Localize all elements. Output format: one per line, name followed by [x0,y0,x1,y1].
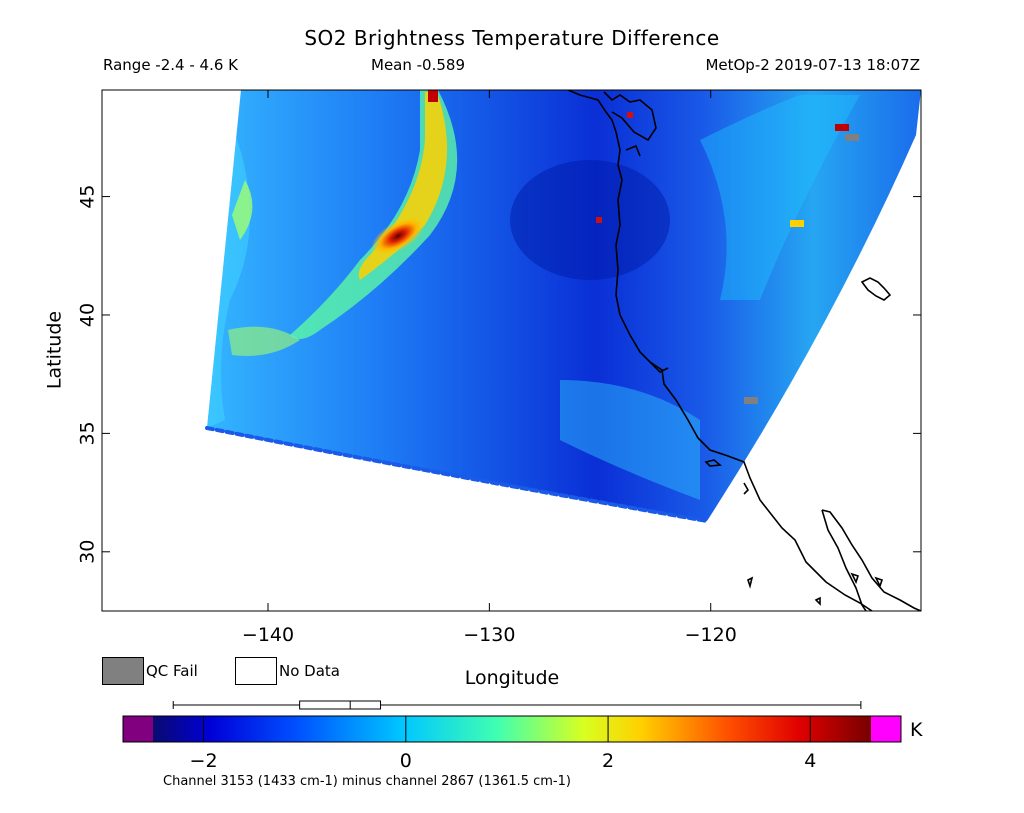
x-axis-label: Longitude [465,667,560,689]
colorbar-under-swatch [123,716,153,742]
y-tick-label: 45 [77,184,99,208]
colorbar-ticks: −2 0 2 4 [190,716,816,772]
colorbar-scale [153,716,871,742]
colorbar-caption: Channel 3153 (1433 cm-1) minus channel 2… [163,774,571,789]
qc-fail-pixel [845,134,859,141]
colorbar-tick-label: 0 [400,750,412,772]
qc-fail-pixel [744,397,758,404]
colorbar-tick-label: −2 [190,750,218,772]
no-data-label: No Data [279,662,340,680]
mean-label: Mean -0.589 [371,56,465,74]
colorbar: −2 0 2 4 [122,700,902,772]
coastline [567,90,921,611]
colorbar-boxplot [172,700,862,710]
plot-frame [101,89,922,612]
y-tick-label: 35 [77,421,99,445]
swath-field [207,90,921,521]
x-tick-label: −120 [685,624,737,646]
x-tick-label: −130 [463,624,515,646]
colorbar-tick-label: 2 [602,750,614,772]
qc-fail-label: QC Fail [146,662,198,680]
y-tick-label: 30 [77,540,99,564]
colorbar-tick-label: 4 [804,750,816,772]
satellite-time-label: MetOp-2 2019-07-13 18:07Z [705,56,920,74]
y-axis-label: Latitude [44,311,66,389]
colorbar-over-swatch [871,716,901,742]
axis-ticks: −140 −130 −120 30 35 40 45 Longitude Latitude [44,90,921,689]
range-label: Range -2.4 - 4.6 K [103,56,238,74]
x-tick-label: −140 [242,624,294,646]
qc-fail-swatch [102,657,144,685]
y-tick-label: 40 [77,303,99,327]
boxplot-box [299,700,382,710]
colorbar-unit: K [910,719,923,741]
no-data-swatch [235,657,277,685]
chart-title: SO2 Brightness Temperature Difference [304,26,720,50]
